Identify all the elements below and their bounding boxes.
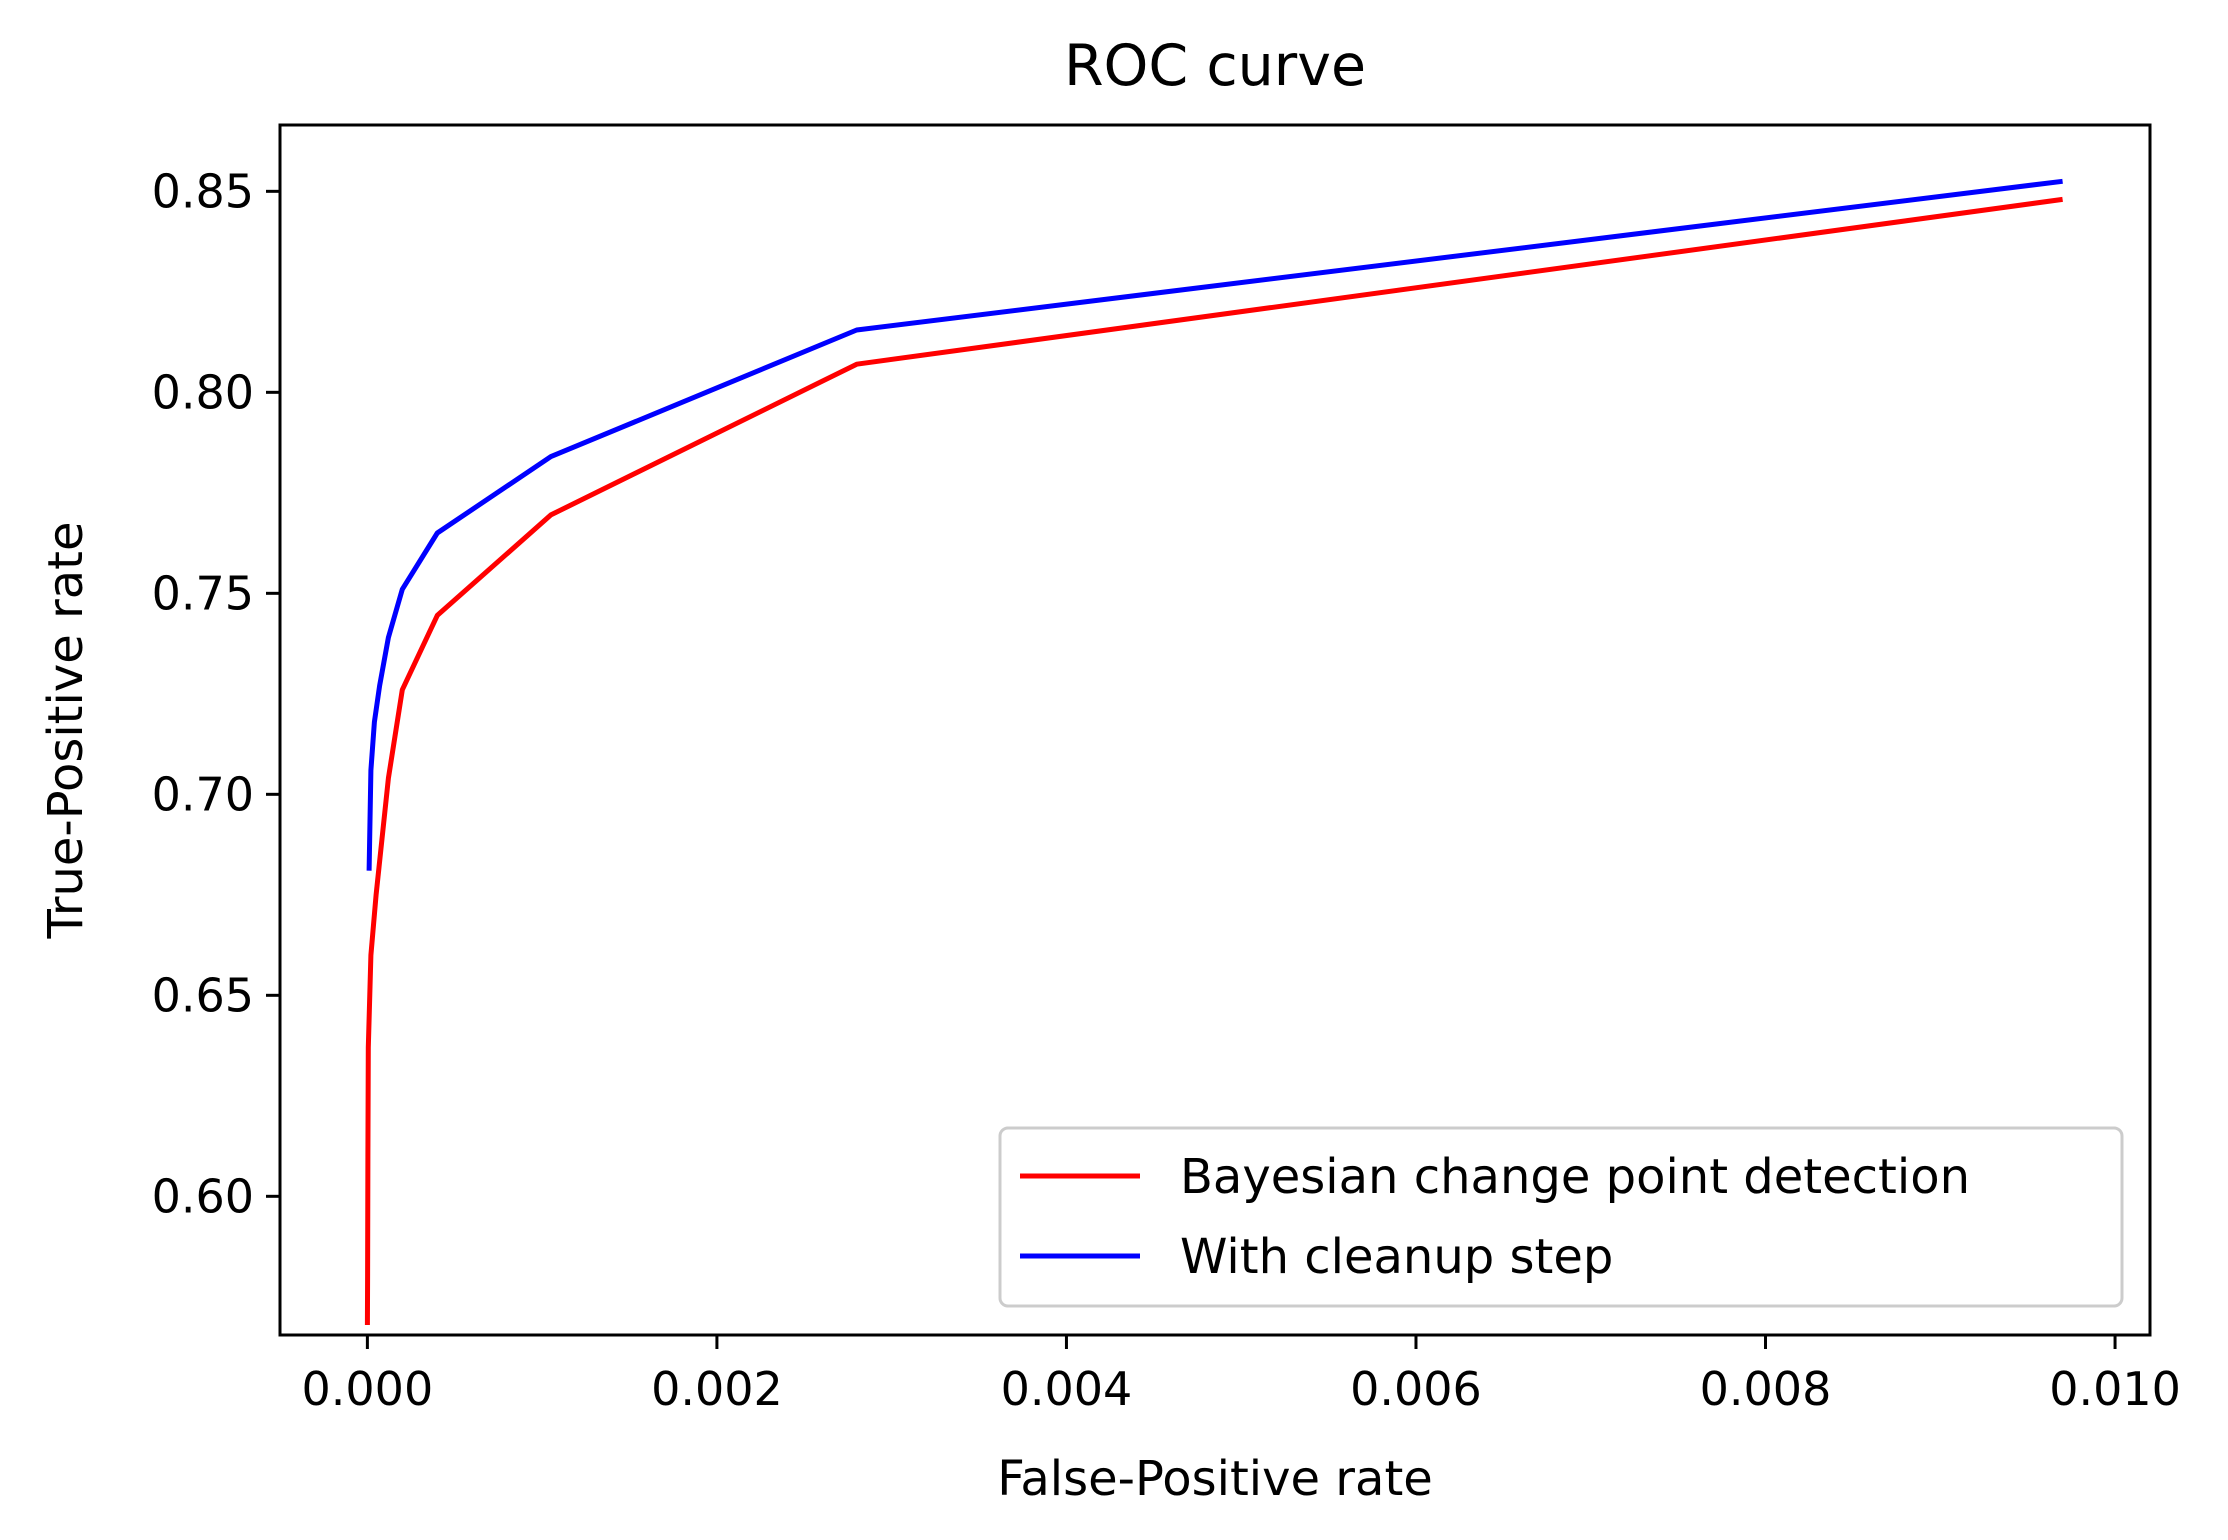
chart-title: ROC curve <box>1064 33 1366 99</box>
y-tick-label: 0.65 <box>152 968 254 1022</box>
y-tick-label: 0.75 <box>152 566 254 620</box>
y-axis-title: True-Positive rate <box>38 521 94 939</box>
x-tick-label: 0.006 <box>1350 1362 1482 1416</box>
legend-label-bayesian: Bayesian change point detection <box>1180 1149 1970 1205</box>
x-axis: 0.000 0.002 0.004 0.006 0.008 0.010 <box>302 1335 2181 1416</box>
y-tick-label: 0.80 <box>152 365 254 419</box>
legend-label-cleanup: With cleanup step <box>1180 1229 1613 1285</box>
x-tick-label: 0.000 <box>302 1362 434 1416</box>
y-tick-label: 0.70 <box>152 767 254 821</box>
series-line-cleanup <box>366 178 2063 871</box>
x-tick-label: 0.008 <box>1700 1362 1832 1416</box>
legend: Bayesian change point detection With cle… <box>998 1126 2124 1308</box>
x-tick-label: 0.010 <box>2049 1362 2181 1416</box>
plot-frame <box>278 123 2152 1337</box>
y-tick-label: 0.85 <box>152 164 254 218</box>
series-line-bayesian <box>364 196 2063 1326</box>
x-tick-label: 0.002 <box>651 1362 783 1416</box>
x-tick-label: 0.004 <box>1001 1362 1133 1416</box>
x-axis-title: False-Positive rate <box>997 1451 1433 1507</box>
series-layer <box>364 178 2063 1326</box>
y-tick-label: 0.60 <box>152 1169 254 1223</box>
y-axis: 0.60 0.65 0.70 0.75 0.80 0.85 <box>152 164 280 1223</box>
legend-box <box>998 1126 2124 1308</box>
